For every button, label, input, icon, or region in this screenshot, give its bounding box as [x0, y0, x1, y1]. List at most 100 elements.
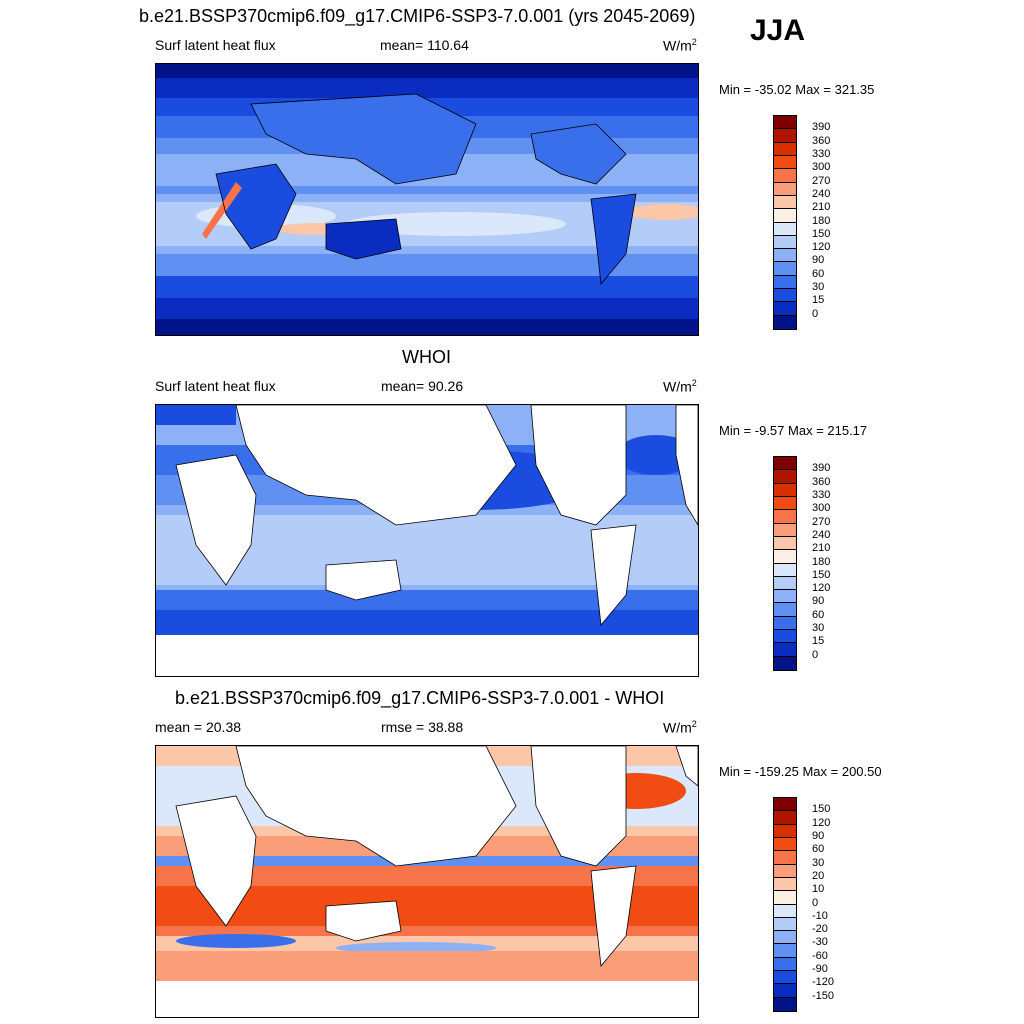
colorbar-tick-label: 330 [812, 147, 831, 160]
colorbar-segment [774, 798, 796, 812]
panel1-minmax: Min = -35.02 Max = 321.35 [719, 82, 875, 97]
panel3-mean-label: mean = 20.38 [155, 719, 242, 735]
colorbar-tick-label: 300 [812, 502, 831, 515]
panel2-variable-label: Surf latent heat flux [155, 378, 276, 394]
colorbar-segment [774, 523, 796, 537]
colorbar-segment [774, 851, 796, 865]
panel1-units: W/m2 [663, 37, 697, 54]
colorbar-segment [774, 496, 796, 511]
colorbar-segment [774, 235, 796, 250]
colorbar-segment [774, 891, 796, 905]
colorbar-tick-label: 210 [812, 542, 831, 555]
colorbar-segment [774, 904, 796, 918]
colorbar-tick-label: 30 [812, 856, 825, 869]
colorbar-segment [774, 837, 796, 852]
colorbar-segment [774, 917, 796, 932]
colorbar-tick-label: -120 [812, 976, 835, 989]
colorbar-tick-label: 240 [812, 187, 831, 200]
colorbar-tick-label: 330 [812, 488, 831, 501]
colorbar-segment [774, 457, 796, 471]
colorbar-tick-label: 360 [812, 134, 831, 147]
colorbar-segment [774, 209, 796, 223]
colorbar-segment [774, 169, 796, 183]
colorbar-segment [774, 811, 796, 825]
colorbar-segment [774, 289, 796, 303]
colorbar-segment [774, 129, 796, 143]
colorbar-segment [774, 222, 796, 236]
panel2-colorbar [773, 456, 797, 671]
colorbar-segment [774, 249, 796, 263]
panel3-units: W/m2 [663, 719, 697, 736]
colorbar-segment [774, 563, 796, 577]
colorbar-segment [774, 864, 796, 878]
colorbar-segment [774, 142, 796, 156]
colorbar-tick-label: 300 [812, 161, 831, 174]
colorbar-segment [774, 931, 796, 945]
panel3-colorbar-ticks: 150 120 90 60 30 20 10 0 -10 -20 -30 -60 -90 -120 -150 [812, 797, 872, 1010]
colorbar-segment [774, 315, 796, 329]
colorbar-tick-label: 120 [812, 816, 831, 829]
panel3-rmse-label: rmse = 38.88 [381, 719, 464, 735]
colorbar-segment [774, 944, 796, 958]
colorbar-tick-label: 90 [812, 254, 825, 267]
colorbar-tick-label: -150 [812, 989, 835, 1002]
colorbar-tick-label: -30 [812, 936, 828, 949]
colorbar-segment [774, 877, 796, 892]
colorbar-tick-label: 90 [812, 595, 825, 608]
colorbar-tick-label: 0 [812, 307, 819, 320]
colorbar-tick-label: 15 [812, 294, 825, 307]
panel3-map-field [156, 746, 698, 1017]
colorbar-segment [774, 483, 796, 497]
colorbar-tick-label: 0 [812, 648, 819, 661]
panel1-colorbar [773, 115, 797, 330]
panel1-colorbar-ticks: 390 360 330 300 270 240 210 180 150 120 90 60 30 15 0 [812, 115, 872, 328]
colorbar-tick-label: 10 [812, 883, 825, 896]
panel1-map [155, 63, 699, 336]
colorbar-tick-label: 30 [812, 281, 825, 294]
colorbar-segment [774, 616, 796, 631]
colorbar-tick-label: 210 [812, 201, 831, 214]
colorbar-tick-label: -60 [812, 949, 828, 962]
panel2-colorbar-ticks: 390 360 330 300 270 240 210 180 150 120 90 60 30 15 0 [812, 456, 872, 669]
colorbar-segment [774, 957, 796, 972]
colorbar-tick-label: 120 [812, 241, 831, 254]
panel3-title: b.e21.BSSP370cmip6.f09_g17.CMIP6-SSP3-7.… [175, 688, 665, 708]
season-label: JJA [750, 14, 806, 47]
colorbar-segment [774, 630, 796, 644]
panel2-mean-label: mean= 90.26 [381, 378, 464, 394]
colorbar-tick-label: 180 [812, 555, 831, 568]
colorbar-tick-label: 360 [812, 475, 831, 488]
colorbar-segment [774, 590, 796, 604]
panel2-title: WHOI [402, 347, 451, 367]
colorbar-tick-label: 240 [812, 528, 831, 541]
colorbar-segment [774, 182, 796, 196]
panel3-minmax: Min = -159.25 Max = 200.50 [719, 764, 882, 779]
colorbar-segment [774, 971, 796, 985]
colorbar-tick-label: 120 [812, 582, 831, 595]
colorbar-segment [774, 536, 796, 551]
panel1-map-field [156, 64, 698, 335]
colorbar-segment [774, 984, 796, 998]
panel3-colorbar [773, 797, 797, 1012]
colorbar-tick-label: 390 [812, 121, 831, 134]
colorbar-tick-label: 60 [812, 608, 825, 621]
colorbar-tick-label: 150 [812, 227, 831, 240]
colorbar-segment [774, 275, 796, 290]
colorbar-segment [774, 302, 796, 316]
colorbar-segment [774, 155, 796, 170]
colorbar-segment [774, 824, 796, 838]
panel2-map-field [156, 405, 698, 676]
colorbar-segment [774, 262, 796, 276]
colorbar-segment [774, 550, 796, 564]
colorbar-segment [774, 470, 796, 484]
colorbar-tick-label: 90 [812, 829, 825, 842]
colorbar-tick-label: -20 [812, 923, 828, 936]
colorbar-segment [774, 997, 796, 1011]
panel1-mean-label: mean= 110.64 [380, 37, 469, 53]
colorbar-segment [774, 576, 796, 591]
main-title: b.e21.BSSP370cmip6.f09_g17.CMIP6-SSP3-7.… [139, 6, 696, 26]
panel3-map [155, 745, 699, 1018]
colorbar-tick-label: 30 [812, 622, 825, 635]
panel2-map [155, 404, 699, 677]
colorbar-segment [774, 510, 796, 524]
